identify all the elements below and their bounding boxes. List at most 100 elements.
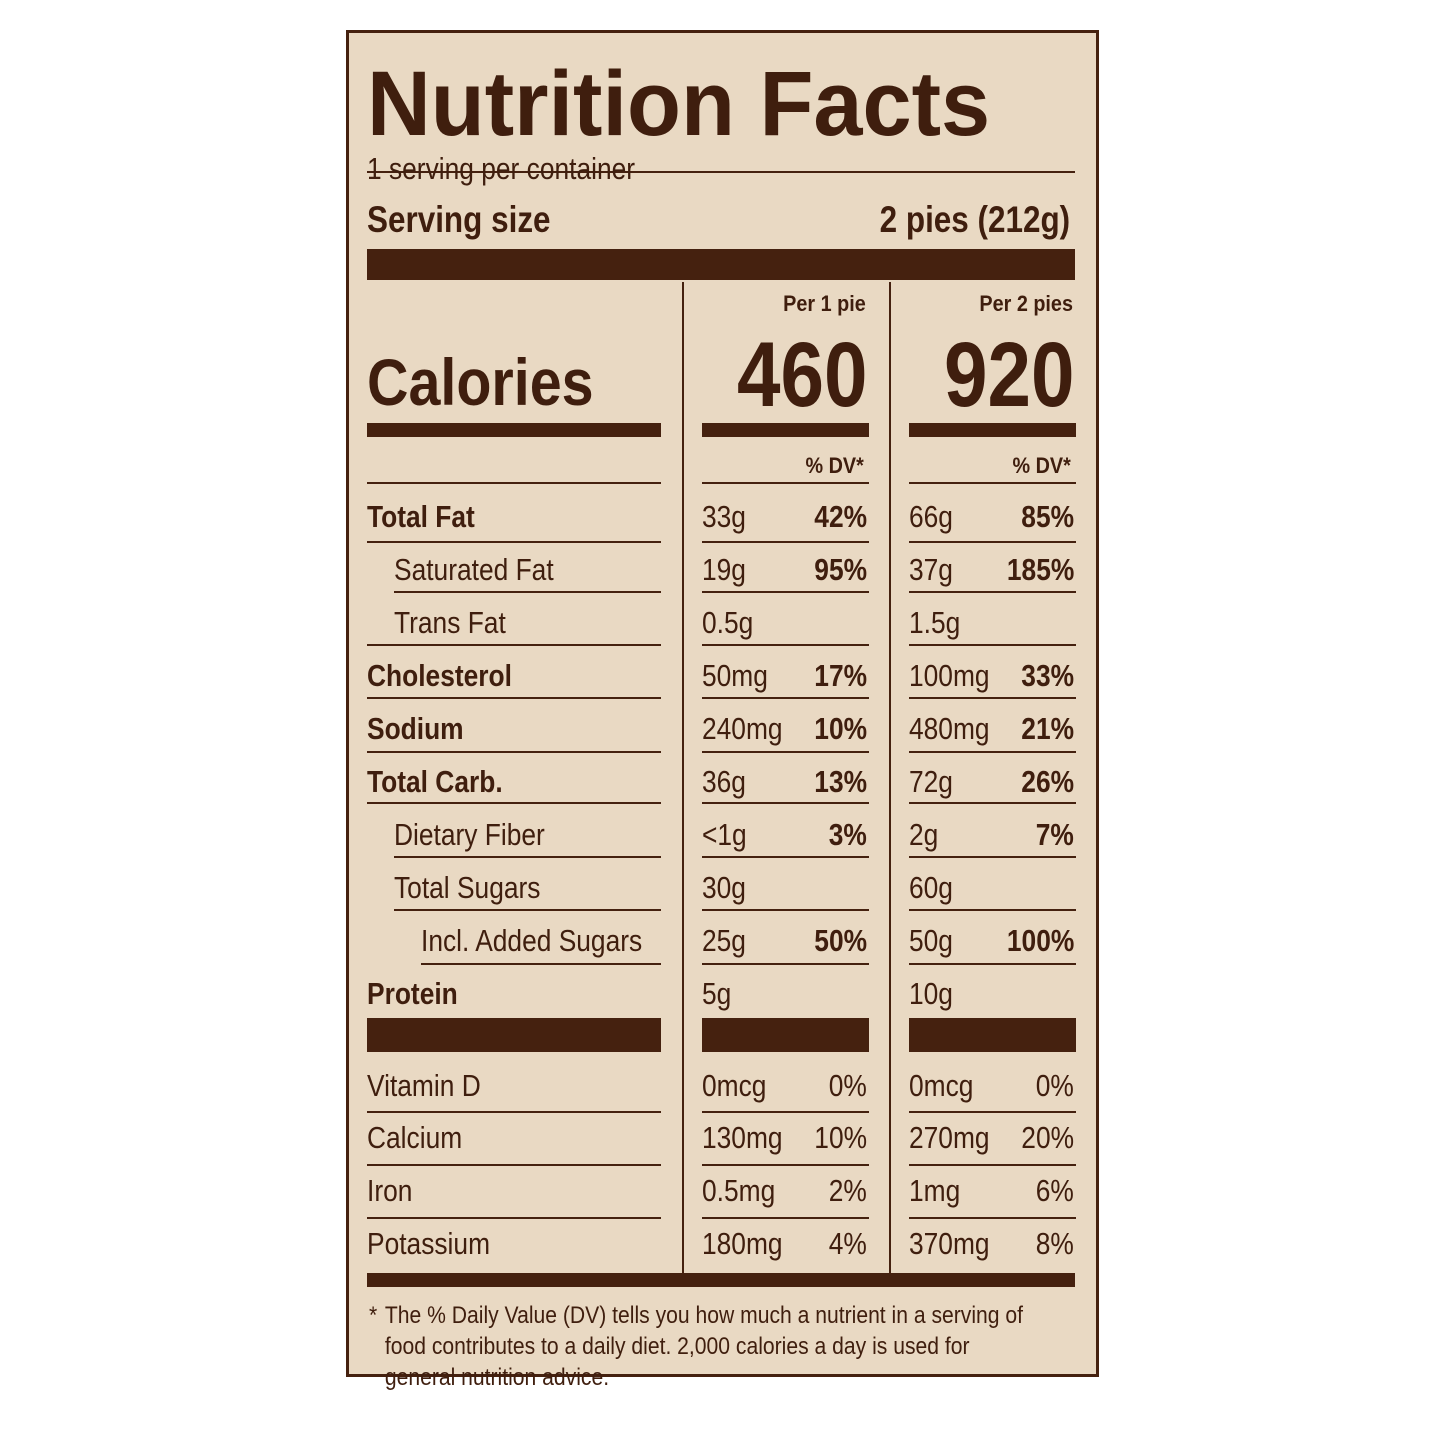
- vitamin-amount-col2: 1mg: [909, 1173, 961, 1208]
- row-divider: [909, 751, 1076, 753]
- nutrient-name: Cholesterol: [367, 658, 512, 693]
- row-divider: [909, 856, 1076, 858]
- servings-per-container: 1 serving per container: [367, 151, 636, 186]
- nutrient-name: Sodium: [367, 711, 464, 746]
- vitamin-bar-col1: [702, 1018, 869, 1052]
- vitamin-amount-col1: 130mg: [702, 1120, 783, 1155]
- vitamin-dv-col1: 0%: [828, 1068, 867, 1103]
- nutrient-name: Trans Fat: [394, 605, 506, 640]
- vitamin-bar-label: [367, 1018, 661, 1052]
- vitamin-dv-col2: 20%: [1021, 1120, 1074, 1155]
- row-divider: [367, 541, 661, 543]
- calories-label: Calories: [367, 345, 594, 419]
- row-divider: [702, 963, 869, 965]
- row-divider: [909, 591, 1076, 593]
- row-divider: [367, 751, 661, 753]
- serving-thick-bar: [367, 249, 1075, 280]
- vitamin-dv-col2: 6%: [1035, 1173, 1074, 1208]
- calories-per-1-pie: 460: [736, 324, 867, 426]
- column-header-per-2-pies: Per 2 pies: [979, 291, 1073, 316]
- nutrient-amount-col2: 66g: [909, 499, 953, 534]
- nutrient-dv-col2: 26%: [1021, 764, 1074, 799]
- serving-size-value: 2 pies (212g): [879, 199, 1070, 240]
- nutrient-amount-col2: 72g: [909, 764, 953, 799]
- nutrient-name: Incl. Added Sugars: [421, 923, 643, 958]
- nutrient-amount-col2: 100mg: [909, 658, 990, 693]
- nutrient-dv-col1: 95%: [814, 552, 867, 587]
- nutrient-amount-col2: 480mg: [909, 711, 990, 746]
- nutrient-name: Dietary Fiber: [394, 817, 545, 852]
- vitamin-dv-col1: 4%: [828, 1226, 867, 1261]
- nutrient-amount-col1: 25g: [702, 923, 746, 958]
- nutrient-amount-col1: 36g: [702, 764, 746, 799]
- row-divider: [909, 909, 1076, 911]
- nutrient-amount-col1: 5g: [702, 976, 732, 1011]
- dv-header-col2: % DV*: [1012, 453, 1071, 478]
- nutrient-dv-col1: 17%: [814, 658, 867, 693]
- nutrient-dv-col2: 185%: [1006, 552, 1074, 587]
- vitamin-name: Vitamin D: [367, 1068, 481, 1103]
- nutrient-amount-col2: 10g: [909, 976, 953, 1011]
- row-divider: [367, 1111, 661, 1113]
- vitamin-amount-col1: 180mg: [702, 1226, 783, 1261]
- column-divider-2: [889, 282, 891, 1274]
- column-divider-1: [682, 282, 684, 1274]
- row-divider: [702, 697, 869, 699]
- calories-bar-col2: [909, 423, 1076, 437]
- row-divider: [909, 482, 1076, 484]
- vitamin-dv-col1: 2%: [828, 1173, 867, 1208]
- row-divider: [702, 482, 869, 484]
- vitamin-amount-col2: 0mcg: [909, 1068, 974, 1103]
- row-divider: [909, 802, 1076, 804]
- row-divider: [702, 541, 869, 543]
- footnote-asterisk: *: [369, 1302, 378, 1329]
- row-divider: [702, 1217, 869, 1219]
- nutrient-dv-col1: 13%: [814, 764, 867, 799]
- row-divider: [909, 1164, 1076, 1166]
- row-divider: [909, 963, 1076, 965]
- nutrient-dv-col2: 21%: [1021, 711, 1074, 746]
- nutrient-dv-col2: 7%: [1035, 817, 1074, 852]
- nutrient-amount-col1: 0.5g: [702, 605, 754, 640]
- row-divider: [421, 963, 661, 965]
- row-divider: [394, 591, 661, 593]
- calories-bar-label: [367, 423, 661, 437]
- footnote-text: The % Daily Value (DV) tells you how muc…: [384, 1302, 1024, 1391]
- row-divider: [367, 1217, 661, 1219]
- row-divider: [367, 644, 661, 646]
- row-divider: [909, 644, 1076, 646]
- vitamin-dv-col1: 10%: [814, 1120, 867, 1155]
- nutrient-dv-col1: 42%: [814, 499, 867, 534]
- row-divider: [367, 802, 661, 804]
- nutrient-amount-col1: <1g: [702, 817, 747, 852]
- title-divider: [367, 171, 1075, 173]
- row-divider: [702, 1164, 869, 1166]
- vitamin-name: Potassium: [367, 1226, 491, 1261]
- nutrient-name: Total Sugars: [394, 870, 541, 905]
- nutrient-dv-col1: 3%: [828, 817, 867, 852]
- nutrient-amount-col2: 2g: [909, 817, 939, 852]
- vitamin-amount-col1: 0mcg: [702, 1068, 767, 1103]
- serving-size-label: Serving size: [367, 199, 551, 240]
- column-header-per-1-pie: Per 1 pie: [783, 291, 866, 316]
- nutrient-name: Protein: [367, 976, 458, 1011]
- row-divider: [367, 482, 661, 484]
- nutrient-name: Total Carb.: [367, 764, 503, 799]
- footer-thick-bar: [367, 1273, 1075, 1287]
- nutrient-dv-col2: 85%: [1021, 499, 1074, 534]
- nutrient-amount-col1: 19g: [702, 552, 746, 587]
- vitamin-name: Calcium: [367, 1120, 463, 1155]
- nutrient-amount-col1: 240mg: [702, 711, 783, 746]
- row-divider: [702, 591, 869, 593]
- vitamin-bar-col2: [909, 1018, 1076, 1052]
- nutrient-amount-col1: 33g: [702, 499, 746, 534]
- nutrient-dv-col1: 50%: [814, 923, 867, 958]
- vitamin-amount-col2: 270mg: [909, 1120, 990, 1155]
- nutrient-dv-col2: 100%: [1006, 923, 1074, 958]
- row-divider: [394, 856, 661, 858]
- vitamin-dv-col2: 8%: [1035, 1226, 1074, 1261]
- row-divider: [702, 751, 869, 753]
- nutrient-name: Saturated Fat: [394, 552, 554, 587]
- row-divider: [702, 644, 869, 646]
- row-divider: [367, 1164, 661, 1166]
